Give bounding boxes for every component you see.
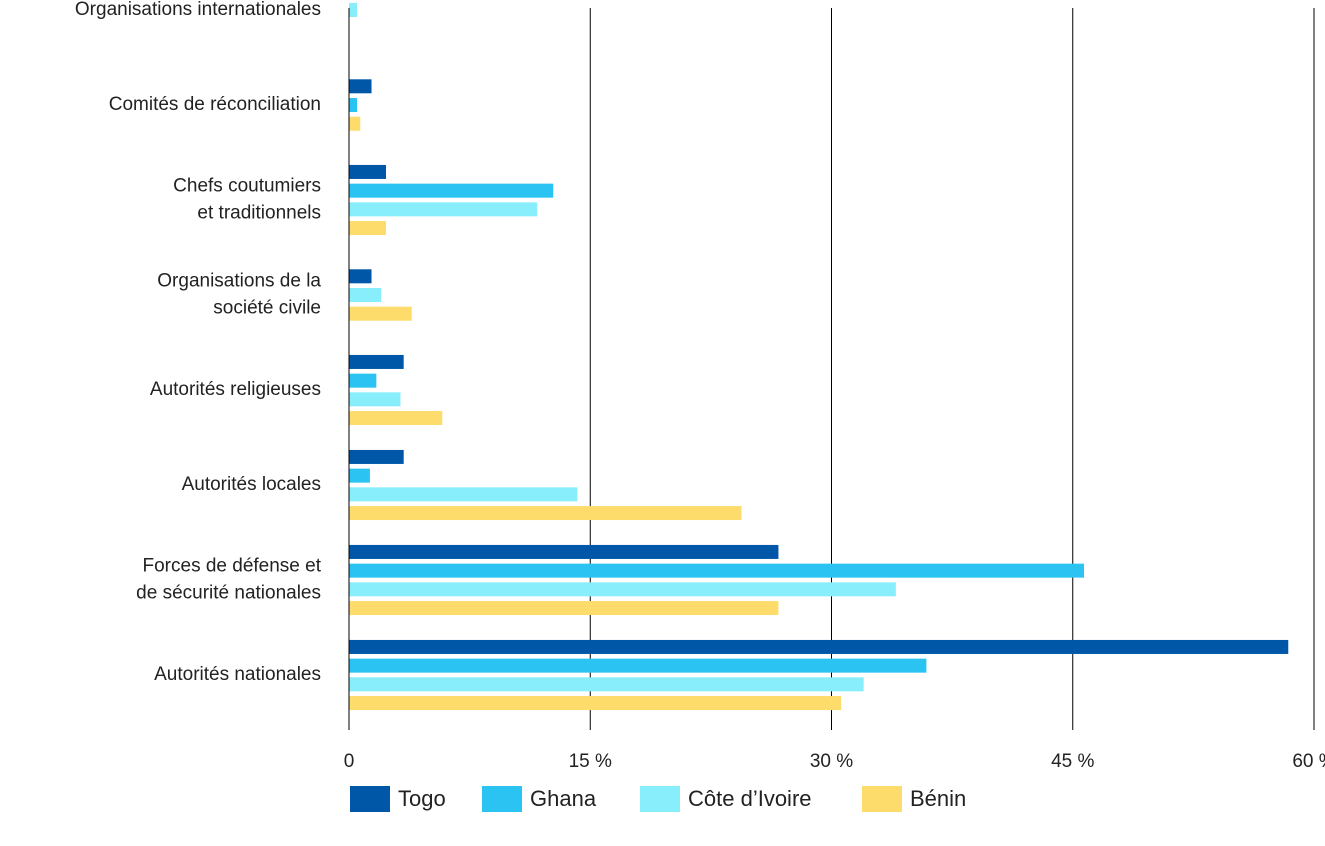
x-tick-label: 45 % — [1051, 751, 1094, 772]
legend-swatch — [640, 786, 680, 812]
bar — [349, 373, 377, 388]
bar — [349, 677, 864, 692]
bar — [349, 544, 779, 559]
bar — [349, 3, 358, 17]
legend-label: Côte d’Ivoire — [688, 786, 812, 811]
bar — [349, 306, 412, 321]
bar — [349, 98, 358, 112]
bar — [349, 269, 372, 284]
bar — [349, 79, 372, 94]
bar — [349, 506, 742, 521]
legend-swatch — [862, 786, 902, 812]
y-tick-label: Comités de réconciliation — [109, 94, 321, 115]
bar — [349, 658, 927, 673]
bar — [349, 449, 404, 464]
y-tick-label: Chefs coutumiers et traditionnels — [173, 176, 321, 224]
legend-label: Bénin — [910, 786, 966, 811]
x-tick-label: 0 — [344, 751, 355, 772]
x-tick-label: 60 % — [1292, 751, 1325, 772]
legend-label: Togo — [398, 786, 446, 811]
y-tick-label: Autorités locales — [182, 474, 321, 495]
y-tick-label: Organisations internationales — [75, 0, 321, 20]
bar — [349, 468, 370, 483]
legend-label: Ghana — [530, 786, 597, 811]
bar — [349, 116, 361, 131]
bar — [349, 411, 443, 426]
legend-swatch — [482, 786, 522, 812]
bar — [349, 582, 896, 597]
bar — [349, 487, 578, 502]
x-tick-label: 30 % — [810, 751, 853, 772]
bar — [349, 354, 404, 369]
bar — [349, 164, 386, 179]
bar — [349, 639, 1289, 654]
bar — [349, 696, 842, 711]
y-tick-label: Organisations de la société civile — [157, 271, 321, 319]
bar — [349, 563, 1085, 578]
bar — [349, 202, 538, 217]
x-tick-label: 15 % — [569, 751, 612, 772]
bar — [349, 601, 779, 616]
bar — [349, 392, 401, 407]
legend-swatch — [350, 786, 390, 812]
bar — [349, 288, 382, 302]
bar — [349, 183, 554, 198]
bar — [349, 221, 386, 236]
y-tick-label: Autorités nationales — [154, 664, 321, 685]
y-tick-label: Autorités religieuses — [150, 379, 321, 400]
y-tick-label: Forces de défense et de sécurité national… — [136, 556, 322, 604]
